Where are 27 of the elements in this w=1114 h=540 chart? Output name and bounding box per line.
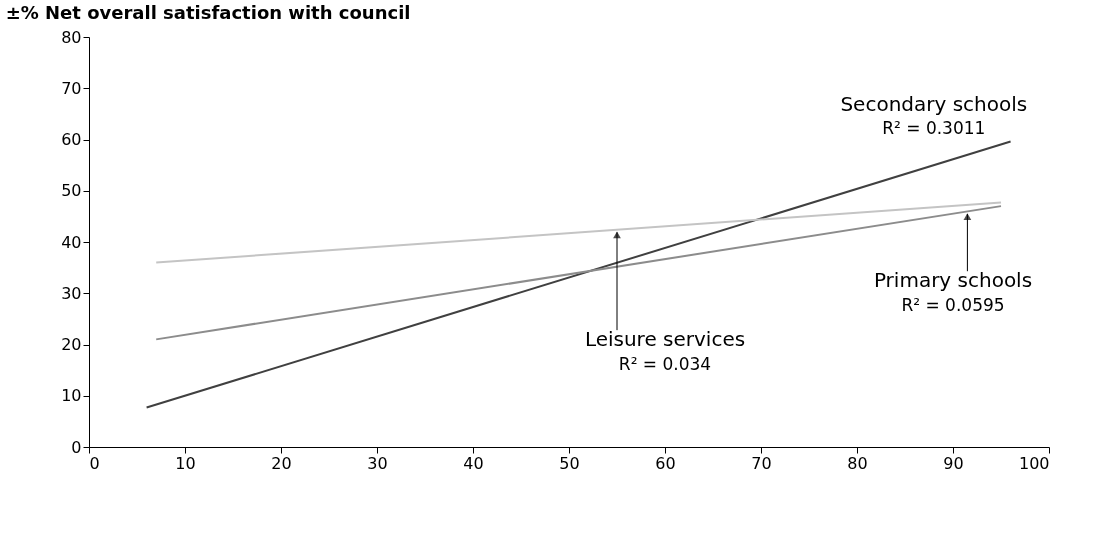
y-tick-label: 20 (61, 335, 82, 354)
y-tick-label: 60 (61, 130, 82, 149)
x-tick-label: 100 (1018, 453, 1050, 473)
annotation: R² = 0.034 (618, 354, 712, 374)
series-label: Secondary schools (840, 91, 1028, 116)
x-tick-label: 80 (847, 453, 868, 473)
text: Leisure services (584, 327, 746, 352)
x-tick-label: 0 (89, 453, 100, 473)
x-tick-label: 30 (367, 453, 388, 473)
chart-title: ±% Net overall satisfaction with council (5, 2, 411, 23)
x-tick-label: 20 (271, 453, 292, 473)
y-tick-label: 80 (61, 27, 82, 47)
x-tick-label: 60 (655, 453, 676, 473)
x-tick-label: 50 (559, 453, 580, 473)
y-tick-label: 70 (61, 78, 82, 98)
x-tick-label: 40 (463, 453, 484, 473)
annotation: R² = 0.0595 (901, 295, 1005, 316)
y-tick-label: 10 (61, 386, 82, 406)
y-tick-label: 30 (61, 283, 82, 303)
annotation: R² = 0.3011 (882, 118, 986, 139)
text: Primary schools (873, 268, 1033, 293)
x-tick-label: 90 (943, 453, 964, 473)
x-tick-label: 70 (751, 453, 772, 473)
y-tick-label: 50 (61, 181, 82, 201)
y-tick-label: 40 (61, 232, 82, 252)
x-tick-label: 10 (175, 453, 196, 473)
y-tick-label: 0 (71, 437, 82, 457)
